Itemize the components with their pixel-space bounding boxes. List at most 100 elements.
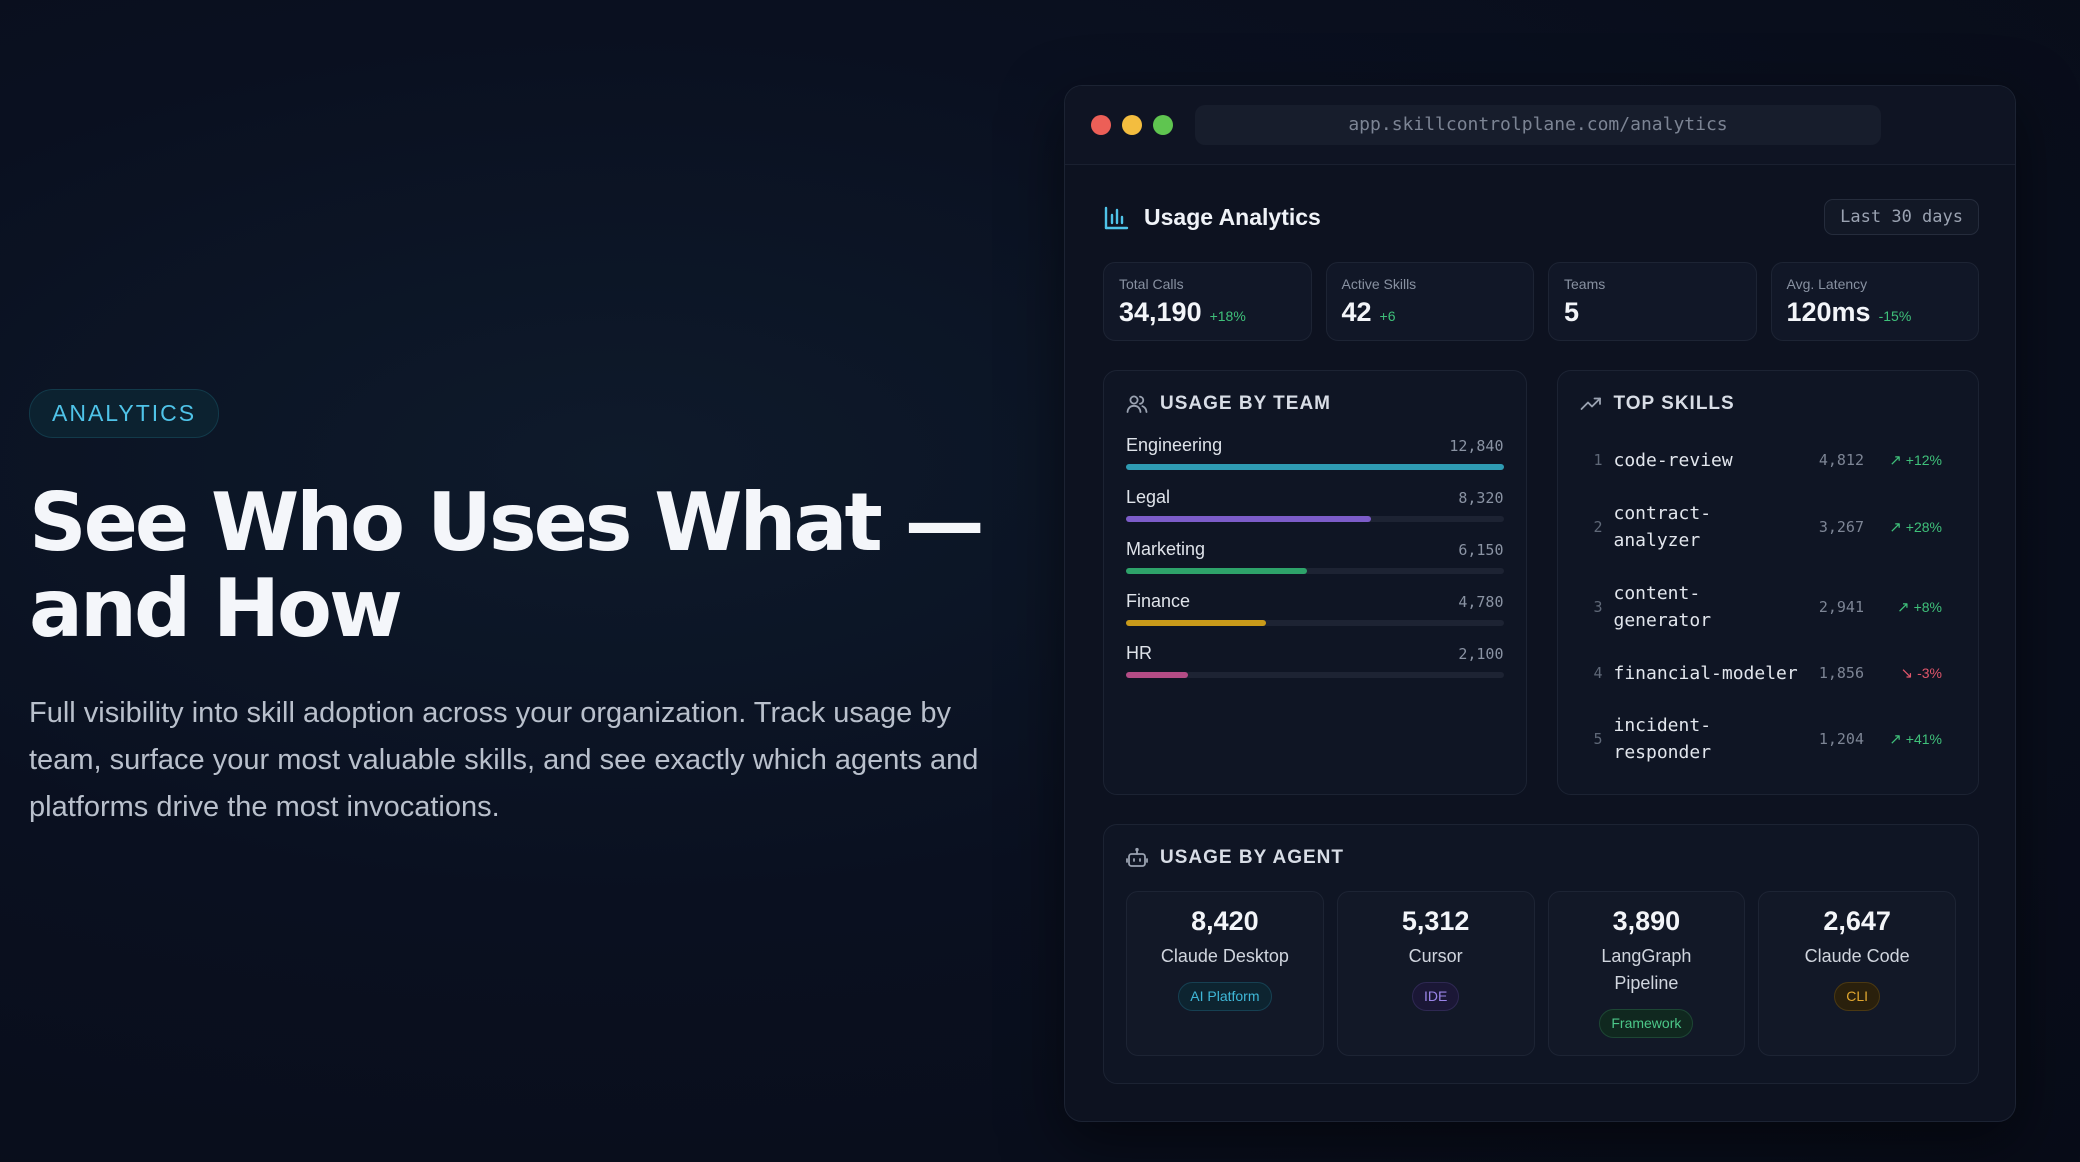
arrow-up-right-icon: ↗	[1889, 452, 1902, 469]
address-bar[interactable]: app.skillcontrolplane.com/analytics	[1195, 105, 1881, 145]
usage-bar-fill	[1126, 620, 1267, 626]
stat-card-active-skills: Active Skills 42 +6	[1325, 262, 1534, 341]
agents-grid: 8,420 Claude Desktop AI Platform 5,312 C…	[1126, 891, 1956, 1056]
skill-rank: 1	[1593, 451, 1603, 469]
agent-name: Claude Code	[1804, 946, 1910, 966]
skill-count: 1,856	[1818, 664, 1864, 682]
browser-window: app.skillcontrolplane.com/analytics Usag…	[1064, 85, 2016, 1122]
minimize-window-button[interactable]	[1122, 115, 1142, 135]
agent-tag: Framework	[1599, 1009, 1694, 1038]
skill-name: incident-responder	[1613, 715, 1712, 763]
top-skills-panel: TOP SKILLS 1 code-review 4,812 ↗ +12% 2 c…	[1556, 370, 1979, 795]
stat-label: Teams	[1564, 276, 1606, 292]
agent-tag: CLI	[1834, 982, 1881, 1011]
hero-section: ANALYTICS See Who Uses What — and How Fu…	[29, 389, 989, 831]
agent-count: 5,312	[1401, 906, 1470, 936]
skill-rank: 4	[1593, 664, 1603, 682]
stat-card-teams: Teams 5	[1548, 262, 1757, 341]
agent-count: 2,647	[1823, 906, 1891, 936]
panel-title: USAGE BY TEAM	[1160, 393, 1332, 414]
agent-name: LangGraph Pipeline	[1601, 946, 1692, 993]
stat-delta: +18%	[1209, 308, 1246, 324]
browser-titlebar: app.skillcontrolplane.com/analytics	[1065, 86, 2015, 165]
team-row: Marketing 6,150	[1126, 539, 1504, 591]
skill-count: 2,941	[1818, 598, 1864, 616]
skill-trend: ↗ +8%	[1897, 599, 1942, 616]
usage-bar-fill	[1126, 464, 1504, 470]
usage-bar-fill	[1126, 516, 1371, 522]
team-value: 4,780	[1458, 593, 1504, 611]
analytics-content: Usage Analytics Last 30 days Total Calls…	[1103, 165, 1979, 1084]
team-value: 8,320	[1458, 489, 1504, 507]
usage-bar-track	[1126, 464, 1504, 470]
skill-trend: ↗ +41%	[1889, 731, 1942, 748]
hero-title-line2: and How	[29, 562, 403, 655]
usage-bar-fill	[1126, 672, 1188, 678]
usage-bar-track	[1126, 568, 1504, 574]
hero-title-line1: See Who Uses What —	[29, 476, 985, 569]
team-name: Finance	[1126, 591, 1191, 611]
skills-list: 1 code-review 4,812 ↗ +12% 2 contract-ana…	[1580, 433, 1957, 779]
agent-tag: AI Platform	[1178, 982, 1272, 1011]
arrow-up-right-icon: ↗	[1889, 731, 1902, 748]
skill-count: 3,267	[1818, 518, 1864, 536]
stat-label: Avg. Latency	[1786, 276, 1868, 292]
maximize-window-button[interactable]	[1153, 115, 1173, 135]
users-icon	[1126, 395, 1148, 413]
team-name: Engineering	[1126, 435, 1223, 455]
skill-row[interactable]: 2 contract-analyzer 3,267 ↗ +28%	[1580, 487, 1957, 567]
agent-name: Claude Desktop	[1160, 946, 1289, 966]
agent-count: 8,420	[1191, 906, 1259, 936]
hero-title: See Who Uses What — and How	[29, 480, 989, 652]
team-row: Finance 4,780	[1126, 591, 1504, 643]
agent-card[interactable]: 2,647 Claude Code CLI	[1758, 891, 1956, 1056]
stat-value: 5	[1564, 297, 1580, 327]
panel-title: USAGE BY AGENT	[1160, 847, 1344, 868]
usage-bar-track	[1126, 516, 1504, 522]
date-range-selector[interactable]: Last 30 days	[1824, 199, 1979, 235]
skill-row[interactable]: 5 incident-responder 1,204 ↗ +41%	[1580, 699, 1957, 779]
stat-delta: +6	[1379, 308, 1396, 324]
section-badge: ANALYTICS	[29, 389, 220, 438]
stat-card-total-calls: Total Calls 34,190 +18%	[1103, 262, 1312, 341]
agent-card[interactable]: 8,420 Claude Desktop AI Platform	[1126, 891, 1324, 1056]
page-title: Usage Analytics	[1144, 204, 1321, 230]
agent-card[interactable]: 5,312 Cursor IDE	[1336, 891, 1535, 1056]
agent-card[interactable]: 3,890 LangGraph Pipeline Framework	[1547, 891, 1746, 1056]
skill-trend: ↗ +28%	[1889, 519, 1942, 536]
skill-trend: ↗ +12%	[1889, 452, 1942, 469]
skill-rank: 5	[1593, 730, 1603, 748]
skill-name: contract-analyzer	[1613, 503, 1712, 551]
skill-count: 4,812	[1818, 451, 1864, 469]
skill-row[interactable]: 4 financial-modeler 1,856 ↘ -3%	[1580, 647, 1957, 699]
arrow-up-right-icon: ↗	[1889, 519, 1902, 536]
skill-rank: 3	[1593, 598, 1603, 616]
close-window-button[interactable]	[1091, 115, 1111, 135]
skill-row[interactable]: 3 content-generator 2,941 ↗ +8%	[1580, 567, 1957, 647]
stats-row: Total Calls 34,190 +18% Active Skills 42…	[1103, 262, 1979, 341]
usage-bar-fill	[1126, 568, 1307, 574]
panel-title: TOP SKILLS	[1613, 393, 1735, 414]
skill-trend: ↘ -3%	[1900, 665, 1942, 682]
agent-tag: IDE	[1411, 982, 1460, 1011]
agent-count: 3,890	[1612, 906, 1681, 936]
team-row: HR 2,100	[1126, 643, 1504, 695]
stat-value: 34,190	[1119, 297, 1202, 327]
stat-value: 120ms	[1786, 297, 1871, 327]
stat-value: 42	[1341, 297, 1372, 327]
stat-label: Total Calls	[1119, 276, 1184, 292]
skill-name: content-generator	[1613, 583, 1712, 631]
trending-up-icon	[1580, 397, 1601, 410]
team-value: 2,100	[1458, 645, 1504, 663]
usage-bar-track	[1126, 672, 1504, 678]
skill-name: financial-modeler	[1613, 662, 1798, 684]
app-header: Usage Analytics Last 30 days	[1103, 165, 1979, 262]
skill-row[interactable]: 1 code-review 4,812 ↗ +12%	[1580, 433, 1957, 487]
arrow-down-right-icon: ↘	[1900, 665, 1914, 682]
stat-card-avg-latency: Avg. Latency 120ms -15%	[1770, 262, 1979, 341]
hero-description: Full visibility into skill adoption acro…	[29, 697, 979, 823]
team-row: Engineering 12,840	[1126, 435, 1504, 487]
team-name: HR	[1126, 643, 1152, 663]
team-value: 12,840	[1449, 437, 1504, 455]
team-value: 6,150	[1458, 541, 1504, 559]
